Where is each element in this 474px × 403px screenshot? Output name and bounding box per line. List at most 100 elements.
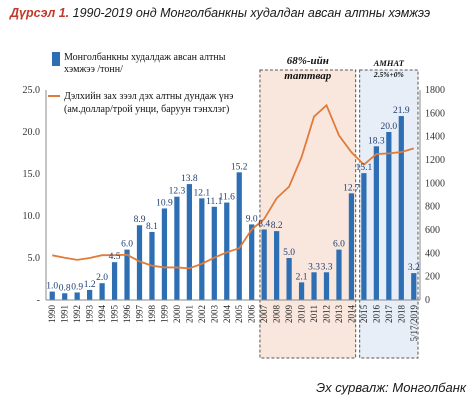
bar-label-2010: 2.1: [296, 272, 308, 282]
bar-label-2000: 12.3: [169, 187, 186, 197]
left-tick-3: 15.0: [23, 169, 41, 180]
bar-label-2017: 20.0: [381, 122, 398, 132]
left-tick-2: 10.0: [23, 211, 41, 222]
bar-label-1991: 0.8: [59, 283, 71, 293]
bar-label-2013: 6.0: [333, 240, 345, 250]
x-tick-2009: 2009: [284, 305, 294, 324]
bar-label-2002: 12.1: [194, 188, 211, 198]
bar-2001: [186, 184, 192, 300]
bar-label-2007: 8.4: [258, 219, 270, 229]
bar-1991: [62, 293, 68, 300]
right-tick-1: 200: [425, 272, 440, 283]
bar-1990: [49, 291, 55, 300]
legend: Монголбанкны худалдаж авсан алтныхэмжээ …: [48, 52, 233, 115]
bar-2014: [348, 193, 355, 300]
x-tick-2010: 2010: [297, 305, 307, 324]
left-tick-1: 5.0: [28, 253, 41, 264]
bar-2002: [199, 198, 205, 300]
x-tick-2012: 2012: [322, 305, 332, 323]
bar-2013: [336, 249, 342, 300]
x-tick-1991: 1991: [60, 305, 70, 323]
x-tick-1996: 1996: [122, 305, 132, 324]
x-tick-2013: 2013: [334, 305, 344, 324]
x-tick-2014: 2014: [346, 305, 356, 324]
bar-1997: [136, 225, 143, 300]
bar-2018: [398, 116, 404, 300]
x-tick-2003: 2003: [209, 305, 219, 324]
x-tick-1997: 1997: [135, 305, 145, 324]
x-tick-2018: 2018: [396, 305, 406, 324]
bar-2011: [311, 272, 317, 300]
royalty-period-label-line2: 2.5%+0%: [373, 70, 404, 79]
bar-1995: [111, 262, 118, 300]
x-tick-1993: 1993: [85, 305, 95, 324]
right-tick-5: 1000: [425, 178, 445, 189]
bar-1993: [87, 289, 93, 300]
legend-bar-label: Монголбанкны худалдаж авсан алтны: [64, 52, 226, 63]
labels-layer: 68%-ийн таттвар АМНАТ 2.5%+0% 1.0 0.8 0.9 1.2 2.…: [46, 55, 420, 293]
bar-1992: [74, 292, 80, 300]
bar-label-2001: 13.8: [181, 174, 198, 184]
bar-label-1992: 0.9: [71, 282, 83, 292]
bar-5/17/2019: [411, 273, 417, 300]
x-tick-2011: 2011: [309, 305, 319, 323]
tax-period-label: 68%-ийн: [287, 55, 329, 67]
bar-label-2005: 15.2: [231, 162, 248, 172]
bar-label-1995: 4.5: [109, 252, 121, 262]
bar-label-1990: 1.0: [46, 282, 58, 292]
x-tick-2001: 2001: [184, 305, 194, 323]
bar-label-2006: 9.0: [246, 214, 258, 224]
bar-label-1996: 6.0: [121, 240, 133, 250]
bar-1994: [99, 283, 105, 300]
bar-label-1993: 1.2: [84, 280, 96, 290]
bar-label-1997: 8.9: [134, 215, 146, 225]
right-tick-3: 600: [425, 225, 440, 236]
x-tick-1999: 1999: [159, 305, 169, 324]
x-tick-1994: 1994: [97, 305, 107, 324]
x-tick-2002: 2002: [197, 305, 207, 323]
bar-2004: [224, 202, 230, 300]
x-tick-1995: 1995: [110, 305, 120, 324]
bar-2005: [236, 172, 242, 300]
bar-label-2014: 12.7: [343, 183, 360, 193]
legend-bar-label-line2: хэмжээ /тонн/: [64, 64, 123, 75]
figure-number: Дүрсэл 1.: [10, 6, 70, 20]
bar-label-2015: 15.1: [356, 163, 373, 173]
bar-label-5/17/2019: 3.2: [408, 263, 420, 273]
bar-2016: [373, 146, 379, 300]
bar-label-2004: 11.6: [219, 193, 236, 203]
bar-2017: [386, 132, 392, 300]
x-tick-2005: 2005: [234, 305, 244, 324]
left-tick-4: 20.0: [23, 127, 41, 138]
x-tick-1998: 1998: [147, 305, 157, 324]
bar-2012: [323, 272, 330, 300]
bar-2009: [286, 258, 292, 300]
right-tick-8: 1600: [425, 108, 445, 119]
x-tick-2006: 2006: [247, 305, 257, 324]
legend-bar-swatch: [52, 52, 60, 66]
bar-label-2009: 5.0: [283, 248, 295, 258]
figure-caption: Дүрсэл 1. 1990-2019 онд Монголбанкны худ…: [10, 6, 470, 20]
x-tick-1992: 1992: [72, 305, 82, 323]
bar-label-2011: 3.3: [308, 262, 320, 272]
bar-1996: [124, 249, 130, 300]
right-tick-2: 400: [425, 248, 440, 259]
bar-label-2008: 8.2: [271, 221, 283, 231]
tax-period-highlight: [259, 69, 357, 359]
x-tick-2017: 2017: [384, 305, 394, 324]
right-tick-9: 1800: [425, 85, 445, 96]
x-tick-1990: 1990: [47, 305, 57, 324]
bar-2003: [211, 206, 217, 300]
left-tick-5: 25.0: [23, 85, 41, 96]
x-tick-5/17/2019: 5/17/2019: [409, 305, 419, 342]
right-tick-6: 1200: [425, 155, 445, 166]
bar-2007: [261, 229, 267, 300]
x-tick-2008: 2008: [272, 305, 282, 324]
tax-period-label-line2: таттвар: [284, 70, 332, 82]
bar-2006: [249, 224, 255, 300]
bar-label-2016: 18.3: [368, 136, 385, 146]
royalty-period-label: АМНАТ: [373, 58, 405, 68]
line-layer: [52, 103, 415, 270]
